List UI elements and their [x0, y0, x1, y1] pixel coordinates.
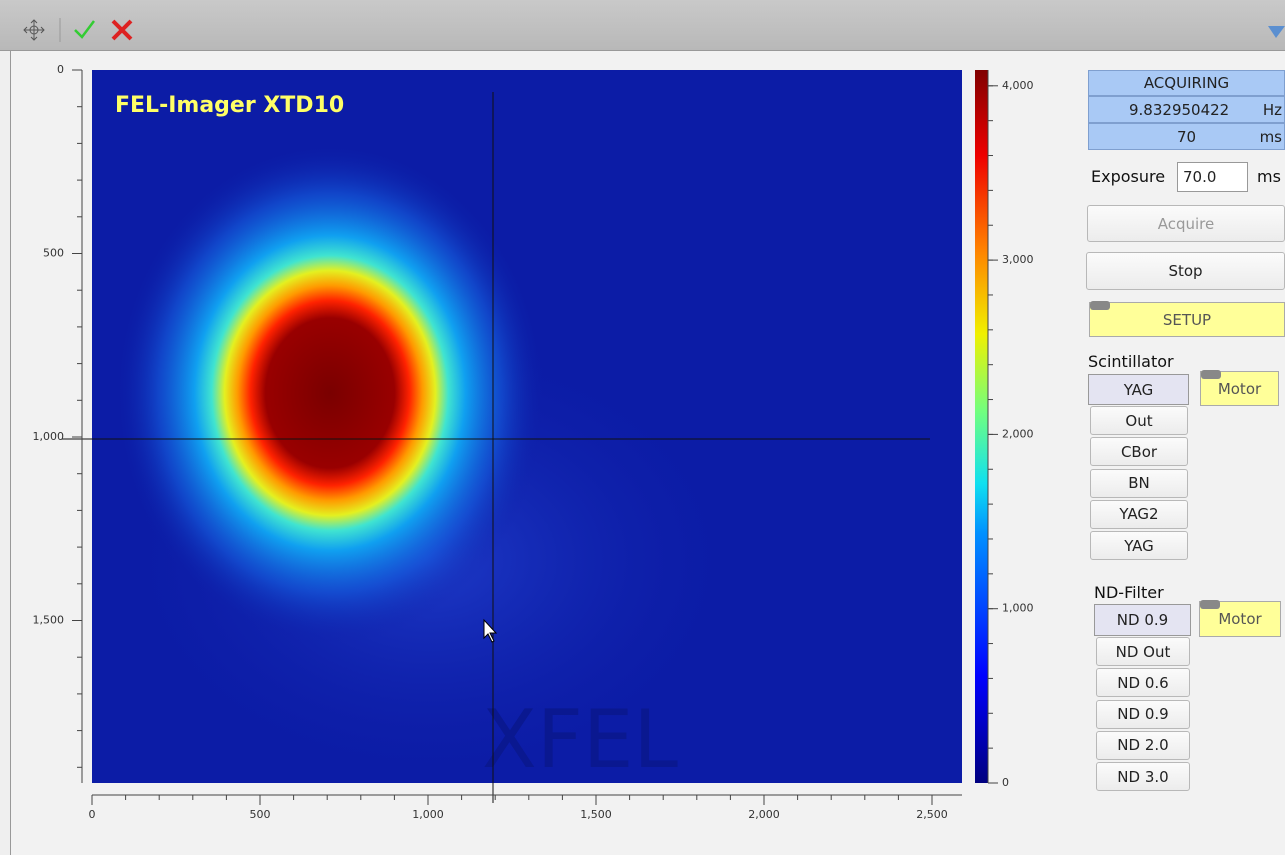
colorbar-tick-label: 4,000 [1002, 79, 1034, 92]
setup-button[interactable]: SETUP [1089, 302, 1285, 337]
option-button[interactable]: YAG2 [1090, 500, 1188, 529]
rate-value: 9.832950422 [1129, 101, 1229, 119]
scintillator-label: Scintillator [1088, 352, 1174, 371]
option-button[interactable]: BN [1090, 469, 1188, 498]
y-tick-label: 0 [57, 63, 64, 76]
x-tick-label: 500 [250, 808, 271, 821]
status-exposure: 70 ms [1088, 123, 1285, 150]
x-tick-label: 0 [89, 808, 96, 821]
toolbar [0, 0, 1285, 51]
status-state: ACQUIRING [1088, 70, 1285, 96]
x-tick-label: 2,000 [748, 808, 780, 821]
option-button[interactable]: ND 0.9 [1096, 700, 1190, 729]
y-tick-label: 1,000 [33, 430, 65, 443]
option-button[interactable]: ND 3.0 [1096, 762, 1190, 791]
rate-unit: Hz [1263, 101, 1282, 119]
status-rate: 9.832950422 Hz [1088, 96, 1285, 123]
cancel-icon[interactable] [113, 21, 131, 39]
confirm-icon[interactable] [75, 21, 94, 37]
option-button[interactable]: ND Out [1096, 637, 1190, 666]
watermark: XFEL [482, 693, 678, 786]
colorbar [975, 70, 988, 783]
option-button[interactable]: CBor [1090, 437, 1188, 466]
option-button[interactable]: ND 0.6 [1096, 668, 1190, 697]
stop-button[interactable]: Stop [1086, 252, 1285, 290]
option-button[interactable]: YAG [1090, 531, 1188, 560]
image-title: FEL-Imager XTD10 [115, 93, 344, 118]
menu-arrow[interactable] [1268, 26, 1285, 38]
link-icon [1090, 301, 1110, 310]
option-button[interactable]: ND 2.0 [1096, 731, 1190, 760]
screen: XFEL FEL-Imager XTD10 0 500 1,000 1,500 0 500… [0, 0, 1285, 855]
option-button[interactable]: Out [1090, 406, 1188, 435]
exposure-unit: ms [1257, 167, 1281, 186]
y-tick-label: 500 [43, 247, 64, 260]
acquire-button: Acquire [1087, 205, 1285, 242]
nd-filter-current: ND 0.9 [1094, 604, 1191, 636]
x-tick-label: 2,500 [916, 808, 948, 821]
image-view: XFEL FEL-Imager XTD10 0 500 1,000 1,500 0 500… [0, 0, 1080, 855]
nd-filter-label: ND-Filter [1094, 583, 1164, 602]
link-icon [1200, 600, 1220, 609]
link-icon [1201, 370, 1221, 379]
x-tick-label: 1,000 [412, 808, 444, 821]
toolbar-icons [0, 0, 1285, 50]
exposure-input[interactable]: 70.0 [1177, 162, 1248, 192]
exposure-readback: 70 [1177, 128, 1196, 146]
exposure-label: Exposure [1091, 167, 1165, 186]
colorbar-tick-label: 2,000 [1002, 427, 1034, 440]
x-tick-label: 1,500 [580, 808, 612, 821]
colorbar-tick-label: 3,000 [1002, 253, 1034, 266]
colorbar-tick-label: 0 [1002, 776, 1009, 789]
colorbar-tick-label: 1,000 [1002, 602, 1034, 615]
y-tick-label: 1,500 [33, 614, 65, 627]
move-icon[interactable] [24, 20, 44, 40]
exposure-readback-unit: ms [1260, 128, 1282, 146]
scintillator-current: YAG [1088, 374, 1189, 405]
